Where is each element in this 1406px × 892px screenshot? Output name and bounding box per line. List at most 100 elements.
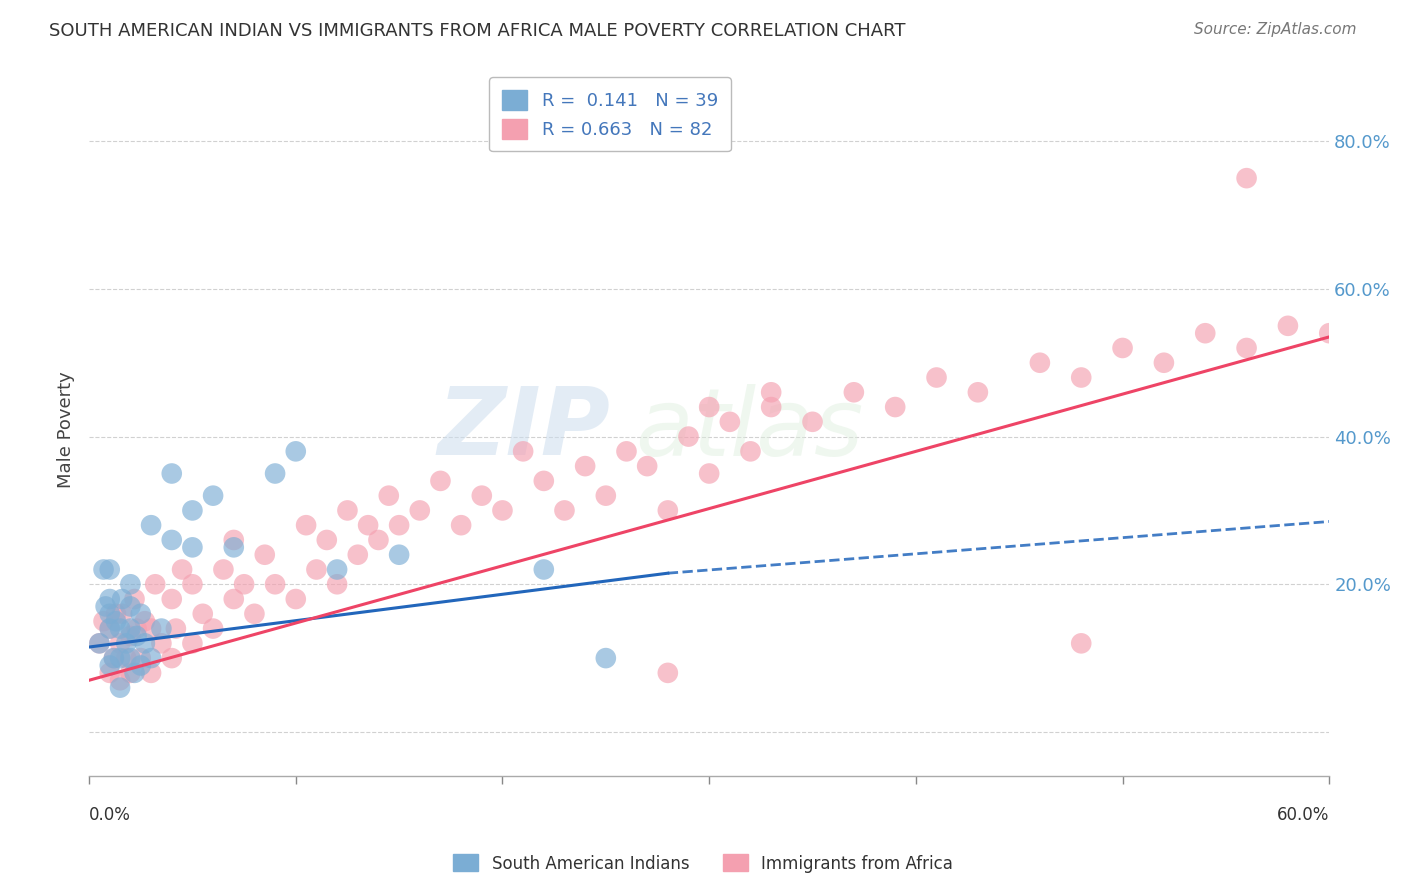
Legend: South American Indians, Immigrants from Africa: South American Indians, Immigrants from … — [447, 847, 959, 880]
Point — [740, 444, 762, 458]
Point — [616, 444, 638, 458]
Point — [129, 607, 152, 621]
Point — [264, 577, 287, 591]
Point — [243, 607, 266, 621]
Point — [94, 599, 117, 614]
Point — [336, 503, 359, 517]
Point — [129, 651, 152, 665]
Point — [104, 607, 127, 621]
Point — [657, 503, 679, 517]
Point — [143, 577, 166, 591]
Point — [108, 636, 131, 650]
Point — [1070, 636, 1092, 650]
Point — [697, 400, 720, 414]
Point — [471, 489, 494, 503]
Point — [595, 489, 617, 503]
Point — [284, 592, 307, 607]
Point — [108, 622, 131, 636]
Point — [512, 444, 534, 458]
Point — [181, 577, 204, 591]
Point — [165, 622, 187, 636]
Point — [1029, 356, 1052, 370]
Point — [120, 629, 142, 643]
Point — [212, 562, 235, 576]
Point — [139, 665, 162, 680]
Point — [120, 577, 142, 591]
Point — [233, 577, 256, 591]
Point — [636, 459, 658, 474]
Point — [388, 548, 411, 562]
Point — [222, 541, 245, 555]
Point — [160, 533, 183, 547]
Point — [98, 622, 121, 636]
Point — [222, 533, 245, 547]
Point — [160, 592, 183, 607]
Point — [93, 562, 115, 576]
Point — [264, 467, 287, 481]
Point — [295, 518, 318, 533]
Point — [150, 622, 173, 636]
Point — [326, 577, 349, 591]
Point — [1194, 326, 1216, 341]
Point — [172, 562, 194, 576]
Point — [326, 562, 349, 576]
Point — [98, 607, 121, 621]
Point — [202, 622, 225, 636]
Point — [305, 562, 328, 576]
Point — [253, 548, 276, 562]
Point — [181, 541, 204, 555]
Point — [98, 592, 121, 607]
Point — [533, 562, 555, 576]
Point — [1317, 326, 1340, 341]
Point — [388, 518, 411, 533]
Legend: R =  0.141   N = 39, R = 0.663   N = 82: R = 0.141 N = 39, R = 0.663 N = 82 — [489, 78, 731, 152]
Point — [378, 489, 401, 503]
Point — [108, 651, 131, 665]
Point — [139, 651, 162, 665]
Point — [718, 415, 741, 429]
Point — [367, 533, 389, 547]
Point — [120, 651, 142, 665]
Point — [450, 518, 472, 533]
Point — [103, 651, 125, 665]
Point — [202, 489, 225, 503]
Point — [124, 592, 146, 607]
Point — [125, 622, 148, 636]
Point — [759, 400, 782, 414]
Point — [409, 503, 432, 517]
Point — [357, 518, 380, 533]
Point — [139, 622, 162, 636]
Point — [120, 665, 142, 680]
Point — [697, 467, 720, 481]
Point — [111, 592, 134, 607]
Point — [595, 651, 617, 665]
Point — [842, 385, 865, 400]
Point — [98, 658, 121, 673]
Point — [134, 636, 156, 650]
Point — [884, 400, 907, 414]
Point — [801, 415, 824, 429]
Point — [124, 665, 146, 680]
Point — [103, 651, 125, 665]
Point — [191, 607, 214, 621]
Point — [160, 651, 183, 665]
Point — [925, 370, 948, 384]
Point — [1236, 341, 1258, 355]
Point — [491, 503, 513, 517]
Point — [89, 636, 111, 650]
Y-axis label: Male Poverty: Male Poverty — [58, 371, 75, 488]
Point — [150, 636, 173, 650]
Point — [115, 651, 138, 665]
Text: atlas: atlas — [634, 384, 863, 475]
Point — [759, 385, 782, 400]
Point — [134, 614, 156, 628]
Point — [108, 673, 131, 688]
Point — [89, 636, 111, 650]
Point — [315, 533, 337, 547]
Point — [657, 665, 679, 680]
Point — [120, 622, 142, 636]
Point — [1070, 370, 1092, 384]
Point — [125, 629, 148, 643]
Point — [104, 614, 127, 628]
Point — [181, 636, 204, 650]
